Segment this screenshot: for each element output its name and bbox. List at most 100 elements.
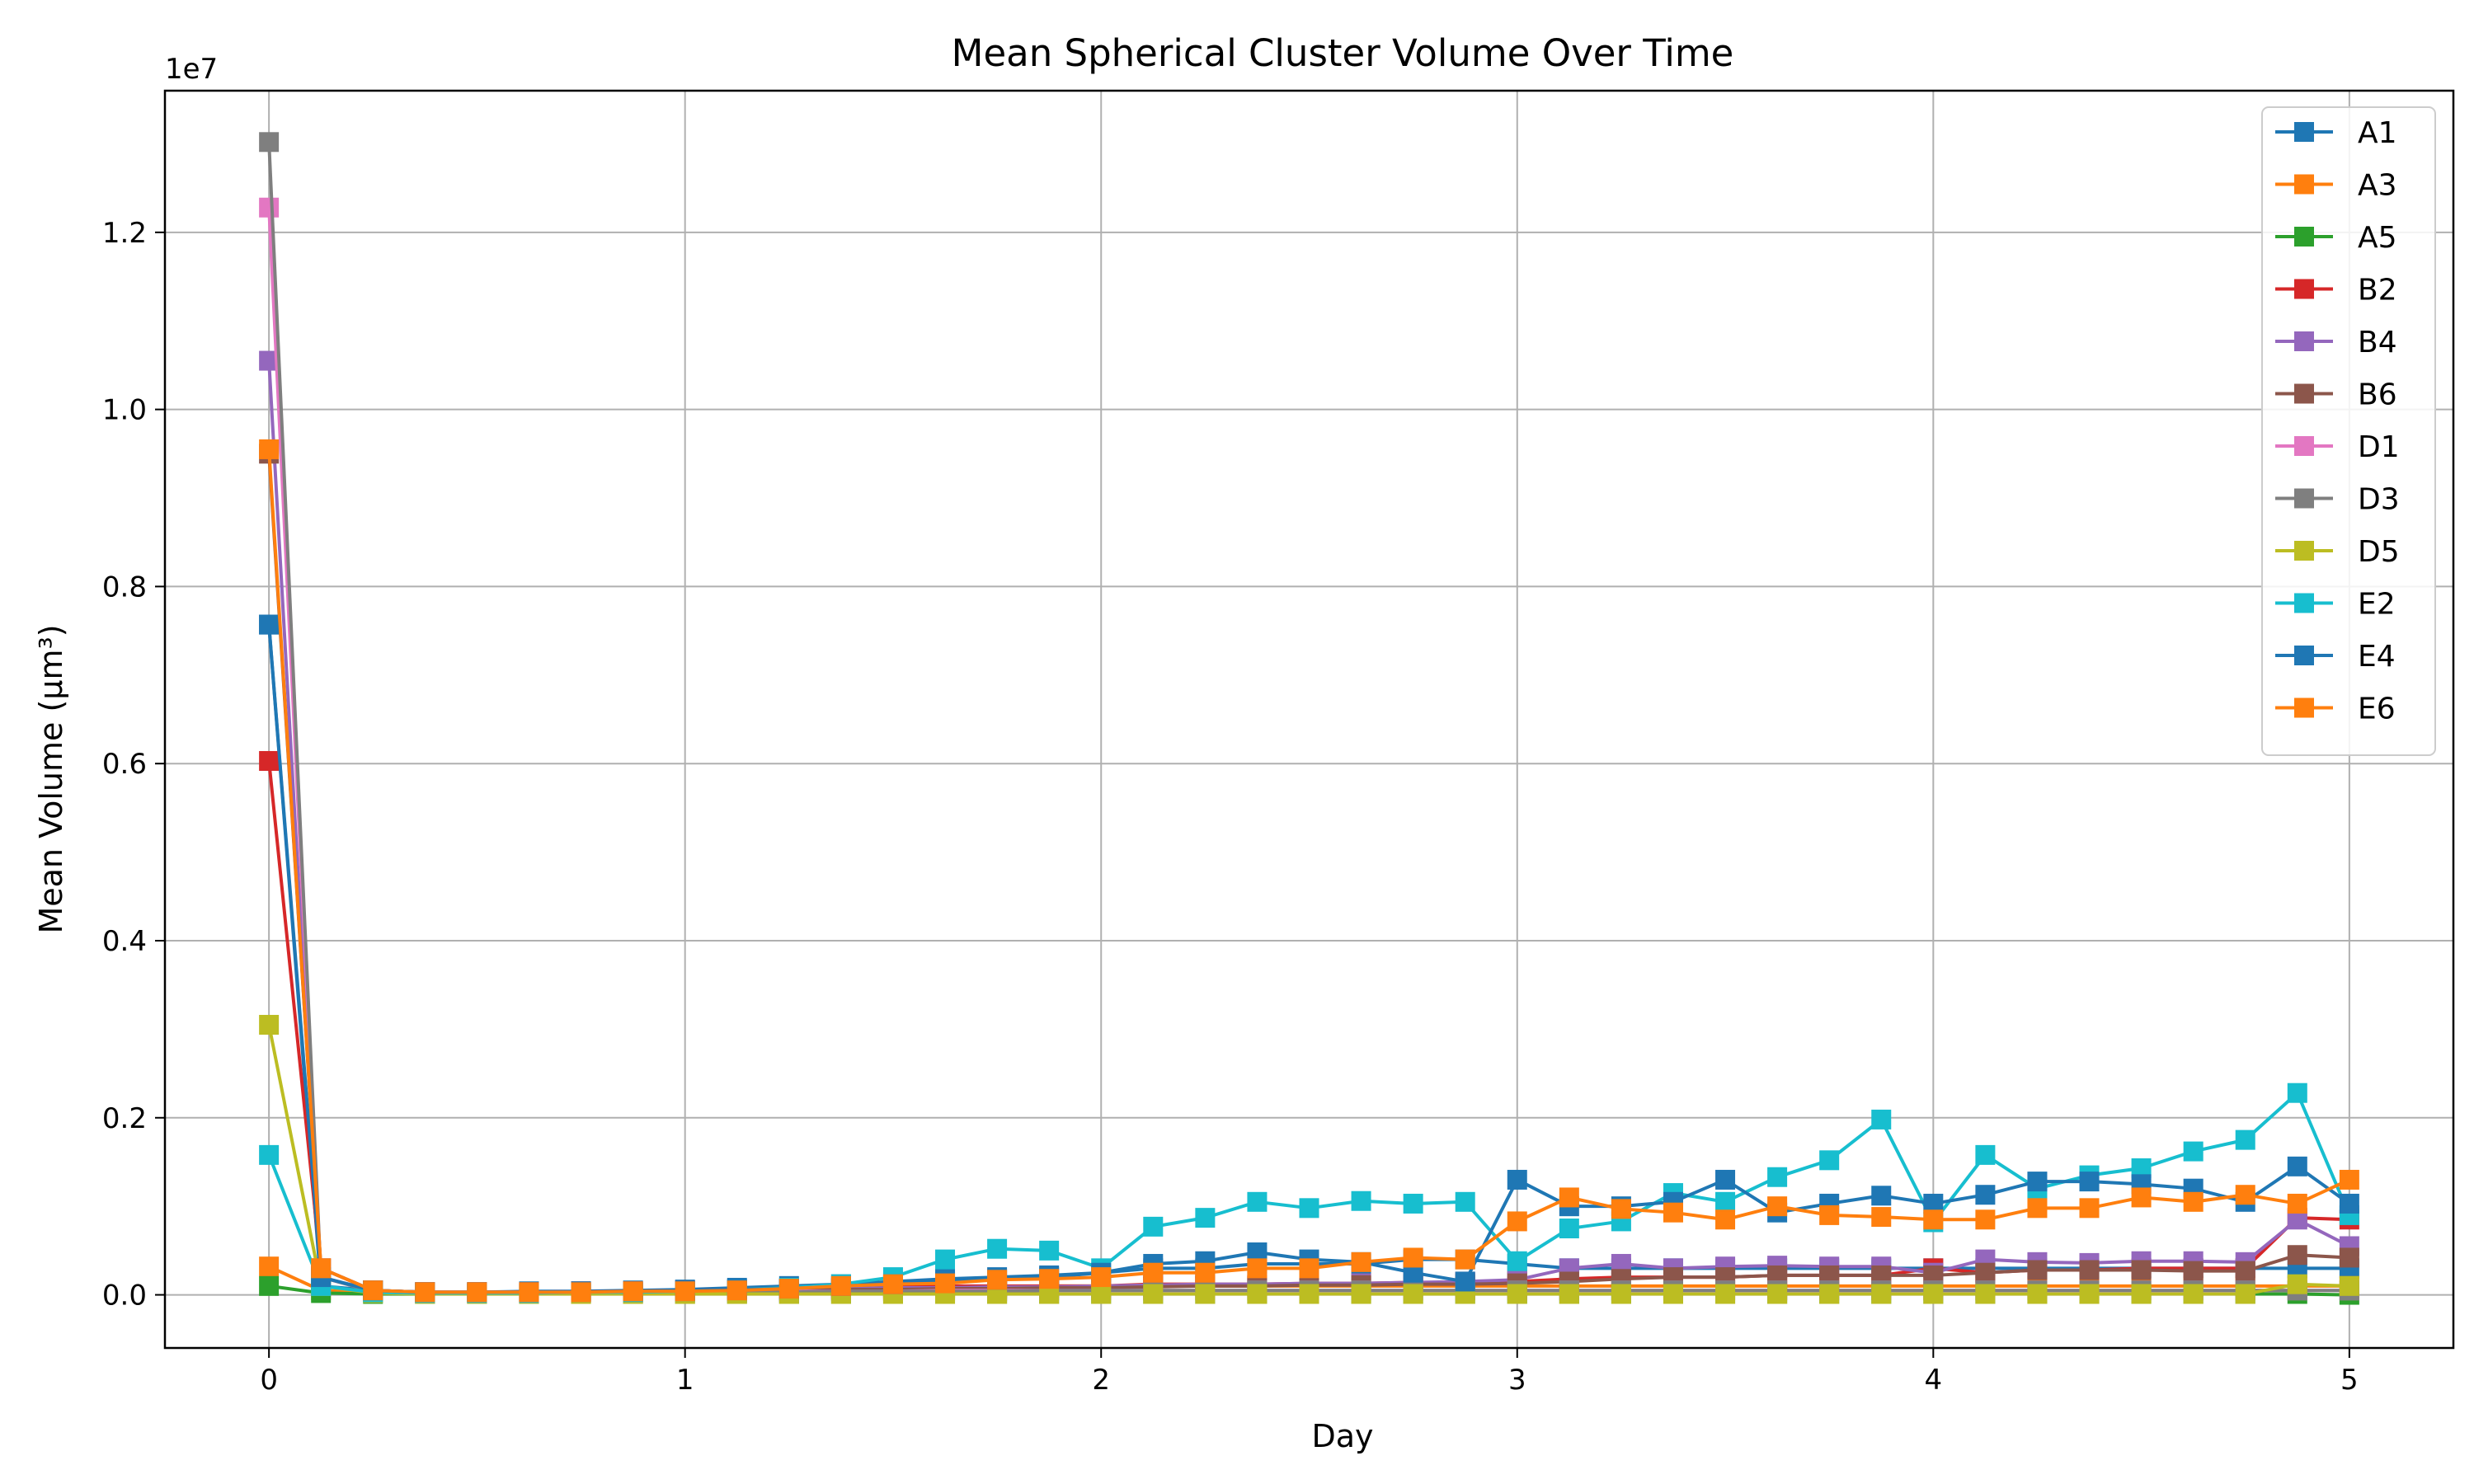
data-point xyxy=(1923,1209,1944,1230)
data-point xyxy=(1299,1258,1319,1279)
legend-label: A3 xyxy=(2358,169,2397,203)
legend-marker xyxy=(2294,488,2314,509)
data-point xyxy=(1455,1249,1475,1270)
legend-marker xyxy=(2294,383,2314,404)
data-point xyxy=(2183,1261,2204,1281)
y-tick-label: 1.0 xyxy=(102,394,147,427)
data-point xyxy=(830,1275,851,1296)
data-point xyxy=(2339,1247,2359,1268)
data-point xyxy=(1143,1262,1164,1283)
legend-marker xyxy=(2294,436,2314,456)
legend-label: E2 xyxy=(2358,588,2396,622)
y-tick-label: 0.4 xyxy=(102,925,147,958)
legend-item: E2 xyxy=(2275,588,2396,622)
data-point xyxy=(2287,1274,2307,1294)
data-point xyxy=(1767,1284,1788,1304)
data-point xyxy=(2287,1245,2307,1266)
data-point xyxy=(1611,1284,1631,1304)
data-point xyxy=(1611,1199,1631,1219)
x-axis-ticks: 0 1 2 3 4 5 xyxy=(260,1348,2359,1397)
data-point xyxy=(2131,1260,2152,1280)
data-point xyxy=(311,1258,332,1279)
data-point xyxy=(1455,1271,1475,1292)
data-point xyxy=(571,1282,591,1303)
data-point xyxy=(1507,1169,1527,1190)
data-point xyxy=(1715,1191,1736,1212)
data-point xyxy=(1819,1150,1840,1171)
data-point xyxy=(1871,1284,1892,1304)
legend-marker xyxy=(2294,331,2314,351)
data-point xyxy=(1975,1144,1996,1165)
x-tick-label: 0 xyxy=(260,1364,278,1397)
data-point xyxy=(1403,1284,1423,1304)
chart-title: Mean Spherical Cluster Volume Over Time xyxy=(952,31,1734,75)
data-point xyxy=(1351,1284,1371,1304)
legend-label: D1 xyxy=(2358,430,2400,464)
data-point xyxy=(2131,1284,2152,1304)
data-point xyxy=(1819,1205,1840,1225)
y-tick-label: 0.2 xyxy=(102,1102,147,1135)
data-point xyxy=(1975,1209,1996,1230)
data-point xyxy=(1195,1208,1216,1228)
data-point xyxy=(1143,1284,1164,1304)
data-point xyxy=(259,1256,280,1277)
x-tick-label: 1 xyxy=(676,1364,694,1397)
legend-marker xyxy=(2294,646,2314,665)
legend-item: A5 xyxy=(2275,221,2397,255)
data-point xyxy=(1715,1284,1736,1304)
data-point xyxy=(1715,1209,1736,1230)
legend-label: E4 xyxy=(2358,640,2396,674)
legend-label: B2 xyxy=(2358,274,2397,308)
legend-marker xyxy=(2294,593,2314,613)
data-point xyxy=(1351,1252,1371,1272)
legend-marker xyxy=(2294,697,2314,718)
x-tick-label: 4 xyxy=(1924,1364,1942,1397)
legend-marker xyxy=(2294,279,2314,299)
data-point xyxy=(1247,1284,1268,1304)
y-axis-ticks: 0.0 0.2 0.4 0.6 0.8 1.0 1.2 xyxy=(102,217,165,1313)
data-point xyxy=(1507,1251,1527,1271)
data-point xyxy=(1507,1211,1527,1232)
legend-item: B4 xyxy=(2275,326,2397,359)
series-E2 xyxy=(259,1082,2359,1303)
data-point xyxy=(1715,1169,1736,1190)
data-point xyxy=(1871,1109,1892,1129)
data-point xyxy=(778,1279,799,1299)
data-point xyxy=(2131,1187,2152,1208)
data-point xyxy=(1559,1284,1579,1304)
data-point xyxy=(1403,1247,1423,1268)
data-point xyxy=(259,1015,280,1036)
data-point xyxy=(467,1282,487,1303)
data-point xyxy=(1819,1284,1840,1304)
data-point xyxy=(623,1281,643,1302)
legend: A1 A3 A5 B2 B4 B6 D1 D3 D5 E2 E4 E6 xyxy=(2261,106,2436,756)
data-point xyxy=(2183,1141,2204,1162)
data-point xyxy=(1507,1284,1527,1304)
legend-label: D3 xyxy=(2358,483,2400,517)
x-axis-label: Day xyxy=(1311,1418,1373,1454)
data-point xyxy=(2235,1261,2255,1281)
data-point xyxy=(1247,1191,1268,1212)
legend-marker xyxy=(2294,541,2314,561)
data-point xyxy=(259,614,280,635)
data-point xyxy=(1767,1196,1788,1217)
data-series xyxy=(259,132,2359,1305)
data-point xyxy=(1975,1185,1996,1205)
legend-label: B4 xyxy=(2358,326,2397,359)
data-point xyxy=(1351,1190,1371,1211)
x-tick-label: 5 xyxy=(2340,1364,2359,1397)
data-point xyxy=(2079,1260,2100,1280)
y-axis-label: Mean Volume (µm³) xyxy=(33,624,69,933)
data-point xyxy=(2235,1284,2255,1304)
data-point xyxy=(935,1249,956,1270)
data-point xyxy=(1195,1262,1216,1283)
data-point xyxy=(259,1144,280,1165)
legend-marker xyxy=(2294,227,2314,247)
legend-item: B2 xyxy=(2275,274,2397,308)
data-point xyxy=(2027,1198,2048,1219)
data-point xyxy=(1299,1198,1319,1219)
legend-item: D5 xyxy=(2275,535,2400,569)
data-point xyxy=(1299,1284,1319,1304)
